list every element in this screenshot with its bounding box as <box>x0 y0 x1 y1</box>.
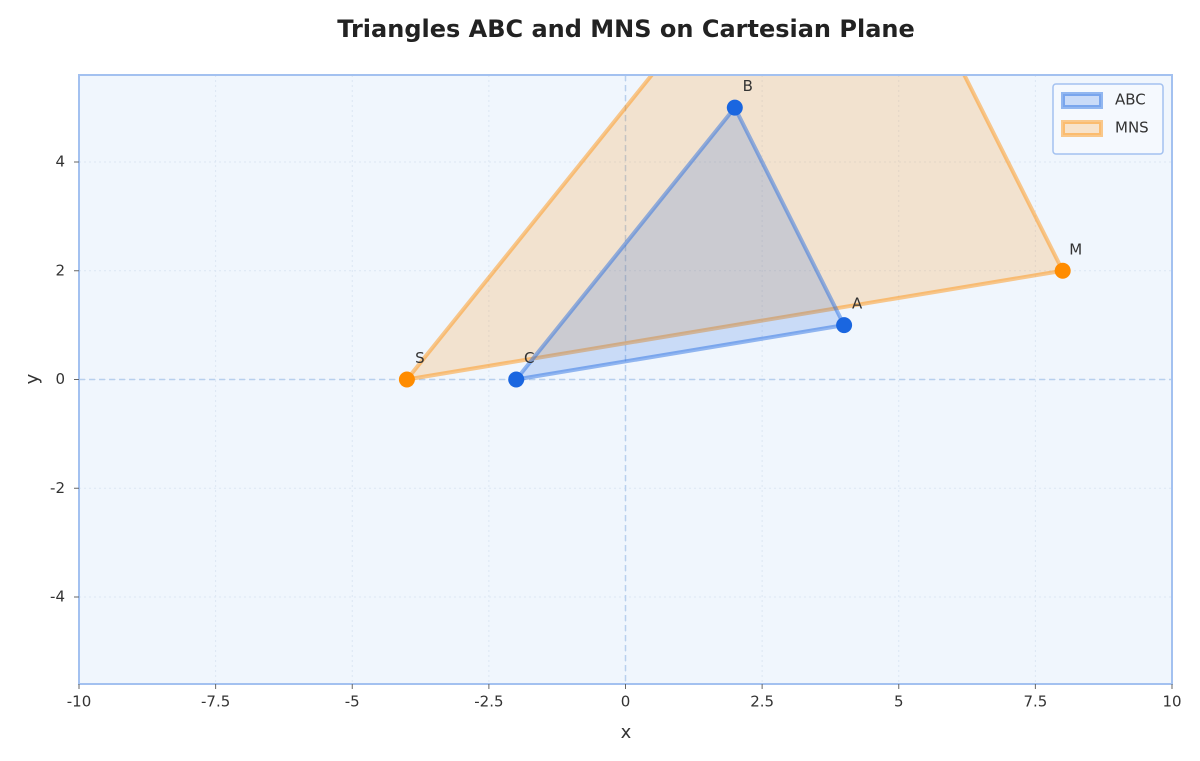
x-axis-label: x <box>621 722 632 743</box>
vertex-label: C <box>524 349 534 367</box>
x-tick-label: -2.5 <box>474 693 503 711</box>
x-tick-label: -5 <box>345 693 360 711</box>
y-tick-label: 0 <box>55 370 65 388</box>
chart-title: Triangles ABC and MNS on Cartesian Plane <box>337 15 915 43</box>
y-tick-label: -2 <box>50 479 65 497</box>
polygon <box>404 75 1065 382</box>
legend-label: ABC <box>1115 91 1146 109</box>
legend-swatch <box>1061 92 1103 109</box>
x-tick-label: -7.5 <box>201 693 230 711</box>
x-tick-label: 2.5 <box>750 693 774 711</box>
y-tick-label: -4 <box>50 588 65 606</box>
vertex <box>726 99 743 116</box>
x-tick-label: 10 <box>1162 693 1181 711</box>
vertex <box>508 371 525 388</box>
y-axis-label: y <box>22 373 43 384</box>
vertex-label: B <box>743 77 753 95</box>
vertex-label: A <box>852 295 863 313</box>
vertex-label: M <box>1069 240 1082 258</box>
plot-area <box>404 75 1065 382</box>
y-tick-label: 4 <box>55 153 65 171</box>
vertex-label: S <box>415 349 425 367</box>
x-tick-label: 5 <box>894 693 904 711</box>
y-tick-label: 2 <box>55 261 65 279</box>
legend-label: MNS <box>1115 119 1149 137</box>
x-tick-label: 0 <box>621 693 631 711</box>
x-tick-label: -10 <box>67 693 92 711</box>
legend-swatch <box>1061 120 1103 137</box>
vertex <box>398 371 415 388</box>
vertex <box>1054 262 1071 279</box>
legend-box <box>1052 83 1164 155</box>
x-tick-label: 7.5 <box>1023 693 1047 711</box>
polygon <box>514 105 847 382</box>
vertex <box>836 317 853 334</box>
legend: ABC MNS <box>1052 83 1164 155</box>
points: M S A B C <box>398 77 1082 388</box>
